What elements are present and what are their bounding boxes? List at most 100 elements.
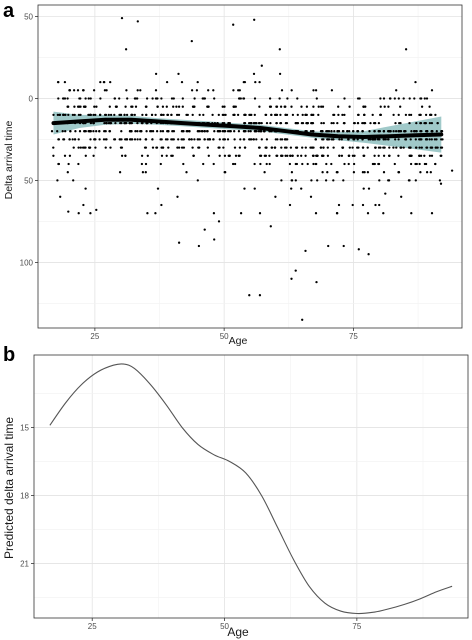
scatter-point bbox=[386, 138, 390, 141]
scatter-point bbox=[361, 171, 365, 174]
scatter-point bbox=[332, 146, 335, 149]
scatter-point bbox=[182, 146, 186, 149]
x-tick-label: 50 bbox=[220, 622, 229, 631]
scatter-point bbox=[290, 89, 293, 92]
scatter-point bbox=[342, 179, 345, 182]
scatter-point bbox=[384, 138, 387, 141]
scatter-point bbox=[196, 138, 199, 141]
scatter-point bbox=[186, 113, 189, 117]
scatter-point bbox=[50, 130, 54, 133]
scatter-point bbox=[120, 121, 123, 125]
scatter-point bbox=[361, 130, 364, 133]
scatter-point bbox=[382, 97, 386, 100]
scatter-point bbox=[379, 113, 382, 117]
scatter-point bbox=[382, 212, 385, 215]
scatter-point bbox=[140, 162, 144, 166]
scatter-point bbox=[193, 105, 196, 108]
scatter-point bbox=[321, 130, 324, 133]
scatter-point bbox=[377, 146, 381, 149]
scatter-point bbox=[312, 162, 315, 166]
scatter-point bbox=[206, 105, 209, 108]
scatter-point bbox=[408, 121, 411, 125]
scatter-point bbox=[290, 277, 293, 280]
scatter-point bbox=[73, 105, 76, 108]
scatter-point bbox=[343, 97, 346, 100]
scatter-point bbox=[309, 195, 313, 198]
scatter-point bbox=[120, 154, 124, 157]
scatter-point bbox=[362, 105, 365, 108]
scatter-point bbox=[276, 138, 279, 141]
scatter-point bbox=[408, 113, 411, 117]
scatter-point bbox=[366, 171, 370, 174]
scatter-point bbox=[77, 138, 80, 141]
panel-a-scatter-points bbox=[50, 16, 454, 321]
scatter-point bbox=[120, 138, 123, 141]
scatter-point bbox=[233, 138, 236, 141]
scatter-point bbox=[191, 113, 194, 117]
scatter-point bbox=[310, 146, 314, 149]
scatter-point bbox=[149, 130, 152, 133]
scatter-point bbox=[346, 130, 349, 133]
scatter-point bbox=[314, 212, 318, 215]
scatter-point bbox=[260, 130, 263, 133]
scatter-point bbox=[62, 138, 65, 141]
scatter-point bbox=[268, 97, 272, 100]
scatter-point bbox=[109, 146, 112, 149]
scatter-point bbox=[347, 162, 350, 166]
panel-b-gridlines bbox=[34, 355, 468, 618]
scatter-point bbox=[93, 105, 96, 108]
scatter-point bbox=[439, 182, 443, 185]
scatter-point bbox=[52, 146, 55, 149]
scatter-point bbox=[201, 130, 204, 133]
panel-a-gridlines bbox=[38, 5, 462, 328]
scatter-point bbox=[352, 130, 355, 133]
scatter-point bbox=[429, 113, 432, 117]
scatter-point bbox=[434, 162, 437, 166]
scatter-point bbox=[145, 97, 149, 100]
scatter-point bbox=[258, 212, 262, 215]
scatter-point bbox=[435, 130, 438, 133]
scatter-point bbox=[363, 121, 367, 125]
scatter-point bbox=[424, 121, 427, 125]
scatter-point bbox=[222, 146, 225, 149]
scatter-point bbox=[434, 113, 437, 117]
scatter-point bbox=[392, 130, 395, 133]
scatter-point bbox=[190, 138, 193, 141]
scatter-point bbox=[425, 97, 429, 100]
scatter-point bbox=[253, 113, 256, 117]
scatter-point bbox=[156, 105, 159, 108]
scatter-point bbox=[165, 80, 169, 84]
scatter-point bbox=[252, 138, 255, 141]
scatter-point bbox=[290, 179, 293, 182]
x-tick-label: 50 bbox=[220, 332, 229, 341]
scatter-point bbox=[399, 121, 402, 125]
scatter-point bbox=[180, 130, 184, 133]
scatter-point bbox=[361, 146, 365, 149]
scatter-point bbox=[288, 162, 292, 166]
scatter-point bbox=[376, 138, 380, 141]
scatter-point bbox=[144, 171, 147, 174]
scatter-point bbox=[399, 146, 402, 149]
scatter-point bbox=[217, 220, 221, 223]
scatter-point bbox=[124, 138, 127, 141]
scatter-point bbox=[332, 179, 335, 182]
scatter-point bbox=[170, 113, 173, 117]
scatter-point bbox=[136, 97, 139, 100]
scatter-point bbox=[367, 187, 371, 190]
scatter-point bbox=[279, 121, 283, 125]
scatter-point bbox=[394, 130, 398, 133]
scatter-point bbox=[384, 192, 387, 195]
scatter-point bbox=[439, 146, 443, 149]
scatter-point bbox=[347, 138, 350, 141]
scatter-point bbox=[280, 146, 283, 149]
scatter-point bbox=[279, 113, 282, 117]
scatter-point bbox=[155, 130, 159, 133]
scatter-point bbox=[67, 113, 70, 117]
scatter-point bbox=[403, 130, 406, 133]
scatter-point bbox=[362, 154, 365, 157]
scatter-point bbox=[392, 113, 395, 117]
scatter-point bbox=[64, 113, 67, 117]
scatter-point bbox=[84, 97, 87, 100]
scatter-point bbox=[104, 130, 107, 133]
scatter-point bbox=[228, 154, 231, 157]
